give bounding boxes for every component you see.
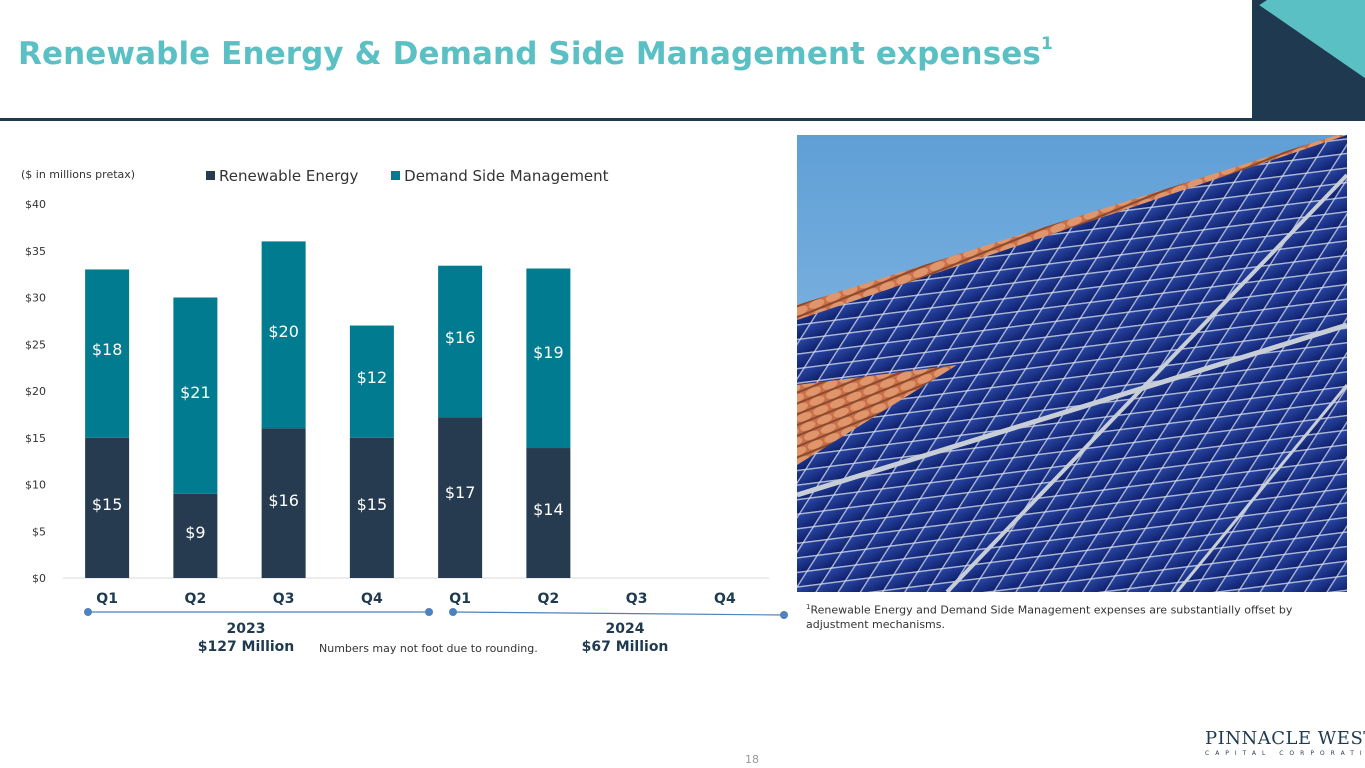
- bar-demand-side-management: [261, 241, 306, 429]
- data-label-renewable-energy: $14: [533, 500, 564, 519]
- legend-swatch-dsm: [391, 171, 401, 180]
- page-title-text: Renewable Energy & Demand Side Managemen…: [18, 36, 1041, 72]
- page-number: 18: [745, 753, 759, 766]
- y-tick-label: $15: [25, 432, 46, 445]
- data-label-demand-side-management: $21: [180, 383, 211, 402]
- data-label-renewable-energy: $15: [357, 495, 388, 514]
- x-tick-label: Q3: [626, 591, 648, 607]
- legend-label-dsm: Demand Side Management: [404, 166, 609, 185]
- data-label-demand-side-management: $16: [445, 328, 476, 347]
- bar-renewable-energy: [173, 493, 218, 578]
- y-tick-label: $30: [25, 292, 46, 305]
- title-divider: [0, 118, 1365, 121]
- year-bracket-marker: [425, 608, 433, 616]
- bar-renewable-energy: [526, 448, 571, 578]
- year-bracket-marker: [780, 611, 788, 619]
- footnote-text: Renewable Energy and Demand Side Managem…: [806, 603, 1293, 631]
- year-bracket-marker: [449, 608, 457, 616]
- year-group-total: $67 Million: [582, 639, 669, 655]
- x-tick-label: Q3: [273, 591, 295, 607]
- data-label-demand-side-management: $12: [357, 368, 388, 387]
- y-tick-label: $40: [25, 198, 46, 211]
- x-tick-label: Q1: [96, 591, 118, 607]
- x-tick-label: Q4: [714, 591, 736, 607]
- y-tick-label: $5: [32, 525, 46, 538]
- chart-units-label: ($ in millions pretax): [21, 168, 136, 181]
- title-footnote-marker: 1: [1040, 33, 1053, 54]
- data-label-renewable-energy: $16: [268, 491, 299, 510]
- footnote: 1Renewable Energy and Demand Side Manage…: [806, 600, 1336, 632]
- data-label-renewable-energy: $15: [92, 495, 123, 514]
- data-label-renewable-energy: $17: [445, 483, 476, 502]
- y-tick-label: $35: [25, 245, 46, 258]
- logo-subtitle: CAPITAL CORPORATION: [1205, 750, 1365, 757]
- bar-demand-side-management: [438, 265, 483, 418]
- x-tick-label: Q2: [185, 591, 207, 607]
- y-tick-label: $25: [25, 338, 46, 351]
- data-label-demand-side-management: $18: [92, 340, 123, 359]
- y-tick-label: $0: [32, 572, 46, 585]
- bar-renewable-energy: [349, 437, 394, 578]
- data-label-demand-side-management: $20: [268, 322, 299, 341]
- bar-renewable-energy: [85, 437, 130, 578]
- year-bracket-2024: [452, 611, 785, 616]
- y-tick-label: $20: [25, 385, 46, 398]
- rounding-note: Numbers may not foot due to rounding.: [319, 642, 538, 655]
- bar-demand-side-management: [526, 268, 571, 449]
- solar-panels-photo: [797, 135, 1347, 592]
- bar-demand-side-management: [85, 269, 130, 438]
- bar-renewable-energy: [438, 417, 483, 578]
- data-label-demand-side-management: $19: [533, 343, 564, 362]
- data-label-renewable-energy: $9: [185, 523, 205, 542]
- legend-swatch-renewable: [206, 171, 215, 180]
- stacked-bar-chart: $0 $5 $10 $15 $20 $25 $30 $35 $40 $15 $18 Q1 $9 $21 Q2…: [25, 198, 788, 655]
- company-logo: PINNACLE WEST CAPITAL CORPORATION: [1205, 728, 1365, 762]
- bar-demand-side-management: [173, 297, 218, 494]
- year-group-total: $127 Million: [198, 639, 295, 655]
- x-tick-label: Q2: [538, 591, 560, 607]
- year-group-label: 2023: [227, 621, 266, 637]
- x-tick-label: Q1: [449, 591, 471, 607]
- logo-wordmark: PINNACLE WEST: [1205, 728, 1365, 749]
- footnote-marker: 1: [806, 603, 811, 611]
- bar-renewable-energy: [261, 428, 306, 578]
- chart-legend: Renewable Energy Demand Side Management: [206, 166, 637, 185]
- page-title: Renewable Energy & Demand Side Managemen…: [18, 33, 1053, 72]
- year-bracket-marker: [84, 608, 92, 616]
- legend-item-renewable: Renewable Energy: [206, 167, 358, 185]
- bar-demand-side-management: [349, 325, 394, 438]
- legend-label-renewable: Renewable Energy: [219, 166, 359, 185]
- corner-decoration: [1252, 0, 1365, 120]
- legend-item-dsm: Demand Side Management: [391, 166, 609, 185]
- year-group-label: 2024: [606, 621, 645, 637]
- x-tick-label: Q4: [361, 591, 383, 607]
- y-tick-label: $10: [25, 479, 46, 492]
